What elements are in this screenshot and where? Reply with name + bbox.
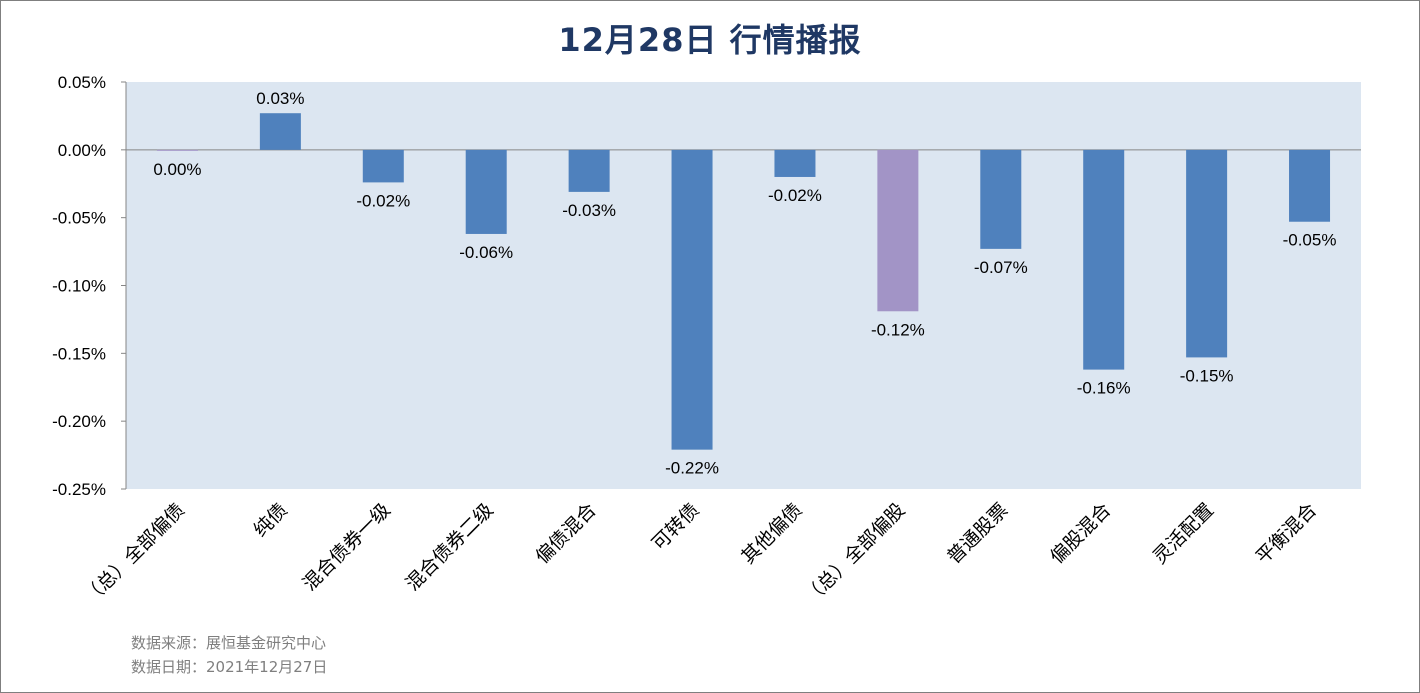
x-tick-label: 纯债 <box>249 499 291 541</box>
y-tick-label: -0.10% <box>52 277 106 296</box>
data-label: -0.07% <box>974 258 1028 277</box>
bar <box>156 149 198 151</box>
data-label: -0.05% <box>1283 231 1337 250</box>
x-tick-label: 混合债券一级 <box>299 499 395 595</box>
y-tick-label: 0.05% <box>58 73 106 92</box>
data-label: -0.22% <box>665 459 719 478</box>
y-axis: 0.05% 0.00% -0.05% -0.10% -0.15% -0.20% -0.25% <box>52 73 1361 499</box>
bar <box>1289 149 1331 222</box>
data-label: -0.06% <box>459 243 513 262</box>
y-tick-label: -0.15% <box>52 344 106 363</box>
x-axis: （总）全部偏债 纯债 混合债券一级 混合债券二级 偏债混合 可转债 其他偏债（总）全部偏股普… <box>79 499 1321 609</box>
data-label: -0.02% <box>356 191 410 210</box>
data-label: -0.02% <box>768 186 822 205</box>
bar <box>362 149 404 183</box>
bar <box>1186 149 1228 358</box>
y-tick-label: -0.25% <box>52 480 106 499</box>
x-tick-label: 平衡混合 <box>1252 499 1321 568</box>
bar <box>259 113 301 150</box>
data-labels: 0.00% 0.03% -0.02% -0.06% -0.03% -0.22% -0.02%… <box>153 89 1336 477</box>
bar <box>568 149 610 192</box>
bar <box>1083 149 1125 370</box>
bars <box>156 113 1331 450</box>
bar <box>774 149 816 177</box>
y-tick-label: 0.00% <box>58 141 106 160</box>
data-label: -0.03% <box>562 201 616 220</box>
data-label: 0.03% <box>256 89 304 108</box>
y-tick-label: -0.05% <box>52 209 106 228</box>
x-tick-label: 偏债混合 <box>531 499 600 568</box>
bar <box>465 149 507 234</box>
x-tick-label: 其他偏债 <box>737 499 806 568</box>
x-tick-label: 普通股票 <box>943 499 1012 568</box>
bar <box>671 149 713 450</box>
x-tick-label: 可转债 <box>648 499 704 555</box>
plot-area <box>126 82 1361 489</box>
data-label: -0.12% <box>871 320 925 339</box>
footer-notes: 数据来源：展恒基金研究中心 数据日期：2021年12月27日 <box>131 631 327 679</box>
bar <box>877 149 919 312</box>
y-tick-label: -0.20% <box>52 412 106 431</box>
data-label: 0.00% <box>153 160 201 179</box>
data-label: -0.16% <box>1077 379 1131 398</box>
x-tick-label: 灵活配置 <box>1149 499 1218 568</box>
source-note: 数据来源：展恒基金研究中心 <box>131 634 327 652</box>
x-tick-label: 偏股混合 <box>1046 499 1115 568</box>
bar <box>980 149 1022 249</box>
x-tick-label: 混合债券二级 <box>402 499 498 595</box>
date-note: 数据日期：2021年12月27日 <box>131 658 328 676</box>
x-tick-label: （总）全部偏股 <box>800 499 910 609</box>
data-label: -0.15% <box>1180 366 1234 385</box>
chart-title: 12月28日 行情播报 <box>558 21 862 59</box>
x-tick-label: （总）全部偏债 <box>79 499 189 609</box>
